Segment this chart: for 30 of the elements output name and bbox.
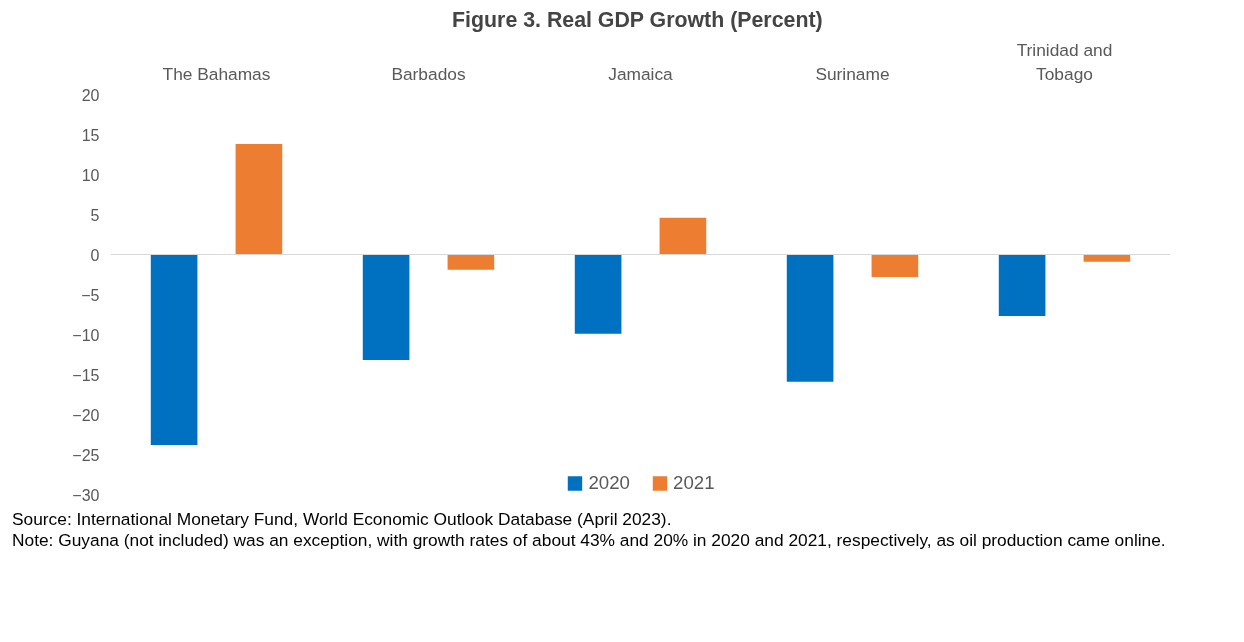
y-tick-label: 10 [81, 166, 100, 184]
bar [998, 254, 1046, 317]
y-tick-label: −30 [72, 486, 100, 504]
bar [659, 217, 707, 255]
legend-label: 2020 [588, 472, 630, 494]
x-tick-label: The Bahamas [162, 63, 271, 84]
bar [786, 254, 834, 382]
x-tick-label: Jamaica [608, 63, 674, 84]
bar [447, 254, 495, 270]
x-tick-label: Trinidad and Tobago [1016, 39, 1113, 84]
legend-label: 2021 [673, 472, 715, 494]
y-tick-label: 0 [90, 246, 100, 264]
y-tick-label: 20 [81, 86, 100, 104]
y-tick-label: −25 [72, 446, 100, 464]
source-note: Source: International Monetary Fund, World Economic Outlook Database (April 2023). [12, 509, 672, 529]
y-tick-label: 15 [81, 126, 100, 144]
y-tick-label: −15 [72, 366, 100, 384]
y-tick-label: 5 [90, 206, 100, 224]
chart-title: Figure 3. Real GDP Growth (Percent) [452, 7, 823, 32]
bar [362, 254, 410, 361]
y-tick-label: −10 [72, 326, 100, 344]
x-tick-label: Barbados [391, 63, 466, 84]
x-tick-label: Suriname [815, 63, 890, 84]
text: Note: Guyana (not included) was an exception, with growth rates of about 43% and 20% in 2020 and 2021, respectively, as oil production came online. [12, 529, 1166, 550]
y-tick-label: −5 [81, 286, 100, 304]
bar [574, 254, 622, 334]
bar [871, 254, 919, 277]
bar [235, 144, 283, 255]
bar [150, 254, 198, 445]
y-tick-label: −20 [72, 406, 100, 424]
